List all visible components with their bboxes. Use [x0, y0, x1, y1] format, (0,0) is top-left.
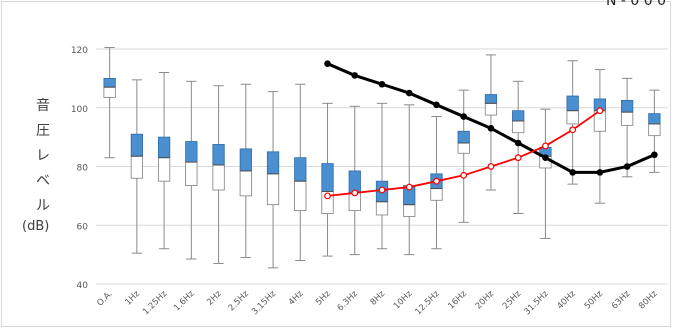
series-point	[433, 101, 440, 109]
y-tick-label: 80	[77, 164, 89, 174]
series-point	[569, 126, 577, 134]
box-upper-quartile	[566, 95, 579, 112]
y-axis-label-char: ベ	[36, 173, 50, 189]
box-lower-quartile	[103, 86, 116, 98]
series-point	[324, 60, 331, 67]
y-tick-label: 120	[71, 46, 88, 56]
series-point	[378, 80, 386, 88]
box-lower-quartile	[266, 173, 280, 206]
series-point	[514, 139, 522, 147]
x-tick-label: 2.5Hz	[227, 289, 252, 314]
x-tick-label: 3.15Hz	[250, 289, 279, 318]
x-tick-label: 10Hz	[392, 289, 415, 312]
box-upper-quartile	[103, 77, 116, 88]
x-tick-label: 6.3Hz	[336, 289, 361, 314]
series-point	[596, 169, 604, 176]
box-lower-quartile	[648, 123, 661, 137]
box-lower-quartile	[375, 201, 389, 216]
y-tick-label: 60	[77, 222, 89, 232]
box-upper-quartile	[185, 141, 198, 163]
x-tick-label: 1Hz	[123, 289, 142, 308]
series-point	[324, 192, 331, 200]
box-upper-quartile	[157, 136, 171, 159]
x-tick-label: 40Hz	[555, 289, 578, 312]
y-axis-unit-label: (dB)	[22, 219, 50, 234]
series-point	[542, 154, 549, 161]
series-point	[351, 72, 359, 79]
y-axis-label-char: ル	[36, 198, 50, 214]
box-upper-quartile	[239, 148, 252, 172]
box-lower-quartile	[430, 188, 443, 201]
box-lower-quartile	[457, 142, 470, 154]
box-lower-quartile	[512, 120, 525, 134]
box-upper-quartile	[130, 133, 143, 157]
series-point	[569, 169, 576, 176]
series-point	[460, 171, 468, 179]
box-lower-quartile	[621, 111, 634, 126]
y-tick-label: 100	[71, 105, 88, 115]
x-tick-label: 1.25Hz	[141, 289, 170, 318]
x-tick-label: 1.6Hz	[172, 289, 197, 314]
x-tick-label: 5Hz	[314, 289, 333, 308]
x-tick-label: 16Hz	[446, 289, 469, 312]
box-upper-quartile	[266, 151, 280, 175]
box-upper-quartile	[621, 100, 634, 113]
series-point	[623, 163, 631, 170]
corner-text: N - 0 0 0	[605, 0, 666, 9]
x-tick-label: 4Hz	[287, 289, 306, 308]
series-point	[378, 186, 386, 194]
box-lower-quartile	[212, 164, 225, 191]
series-point	[405, 89, 413, 97]
x-tick-label: 2Hz	[205, 289, 224, 308]
box-upper-quartile	[212, 144, 225, 166]
series-point	[433, 177, 440, 185]
x-tick-label: 31.5Hz	[522, 289, 551, 318]
box-lower-quartile	[294, 180, 307, 211]
series-point	[487, 125, 495, 132]
y-axis-label-char: レ	[36, 148, 50, 164]
series-point	[460, 113, 468, 120]
box-lower-quartile	[484, 102, 498, 116]
box-lower-quartile	[130, 155, 143, 179]
box-lower-quartile	[157, 157, 171, 182]
box-upper-quartile	[648, 113, 661, 125]
box-lower-quartile	[239, 170, 252, 197]
y-axis-label-char: 音	[36, 98, 50, 114]
x-tick-label: 63Hz	[610, 289, 633, 312]
x-tick-label: 8Hz	[369, 289, 388, 308]
series-point	[351, 189, 359, 197]
y-axis-label-char: 圧	[36, 123, 50, 139]
box-upper-quartile	[512, 110, 525, 122]
series-point	[542, 142, 549, 150]
box-lower-quartile	[185, 161, 198, 186]
box-upper-quartile	[294, 157, 307, 182]
x-tick-label: 12.5Hz	[413, 289, 442, 318]
box-upper-quartile	[321, 163, 334, 192]
x-tick-label: 50Hz	[583, 289, 606, 312]
x-tick-label: 80Hz	[637, 289, 660, 312]
box-lower-quartile	[403, 204, 416, 217]
x-tick-label: 25Hz	[501, 289, 524, 312]
series-point	[405, 183, 413, 191]
box-upper-quartile	[457, 130, 470, 144]
series-point	[487, 163, 495, 170]
series-point	[596, 107, 604, 115]
series-point	[651, 151, 658, 159]
y-tick-label: 40	[77, 281, 89, 291]
box-lower-quartile	[566, 110, 579, 125]
box-upper-quartile	[484, 94, 498, 104]
x-tick-label: 20Hz	[474, 289, 497, 312]
series-point	[514, 154, 522, 162]
x-tick-label: O.A.	[95, 289, 114, 308]
